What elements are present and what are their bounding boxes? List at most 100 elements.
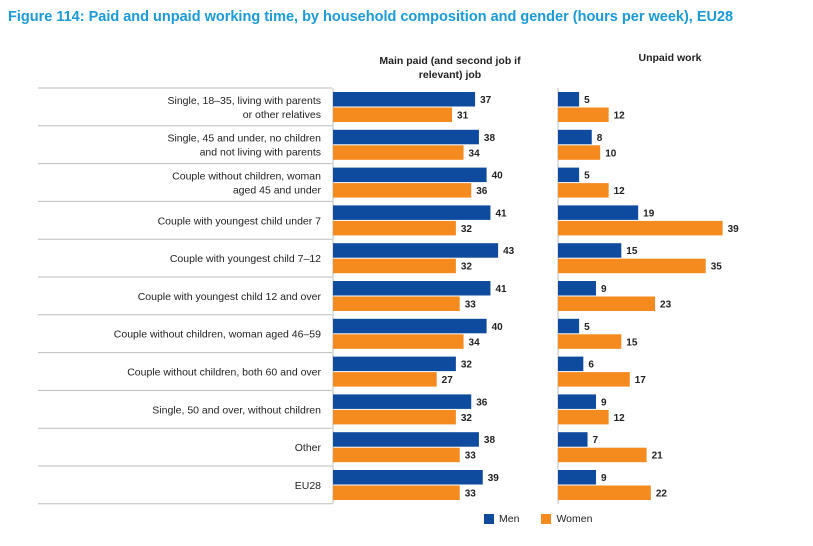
unpaid-value-label-women: 12 [614,186,626,197]
paid-bar-women [333,485,460,500]
legend-label-women: Women [556,513,593,525]
paid-bar-men [333,394,472,409]
unpaid-value-label-women: 15 [626,337,638,348]
unpaid-value-label-men: 8 [597,133,603,144]
unpaid-bar-women [558,258,706,274]
paid-value-label-men: 37 [480,95,492,106]
category-label: Couple without children, woman [172,171,321,183]
unpaid-work-panel-title: Unpaid work [638,52,702,64]
legend-swatch-men [484,514,494,524]
paid-bar-women [333,447,460,463]
unpaid-value-label-men: 15 [626,246,638,257]
paid-value-label-men: 32 [461,360,473,371]
unpaid-bar-women [558,183,609,198]
paid-bar-men [333,167,487,183]
unpaid-bar-men [558,167,580,183]
unpaid-bar-women [558,145,601,160]
category-label: EU28 [295,480,321,492]
unpaid-bar-women [558,485,651,500]
paid-value-label-women: 32 [461,413,473,424]
category-label: Couple with youngest child 7–12 [170,253,321,265]
category-label: Single, 50 and over, without children [152,404,321,416]
unpaid-bar-men [558,129,592,145]
unpaid-value-label-men: 6 [588,360,594,371]
unpaid-bar-men [558,205,639,220]
paid-value-label-women: 36 [476,186,488,197]
paid-bar-women [333,334,464,349]
unpaid-value-label-women: 22 [656,489,668,500]
unpaid-bar-men [558,470,596,485]
legend-item-women: Women [541,513,592,525]
unpaid-bar-women [558,334,622,349]
legend-label-men: Men [499,513,520,525]
category-label: or other relatives [243,109,321,121]
unpaid-value-label-men: 7 [593,435,599,446]
paid-value-label-men: 38 [484,435,496,446]
paid-value-label-women: 32 [461,224,473,235]
paid-bar-men [333,281,491,296]
paid-value-label-men: 40 [492,171,504,182]
unpaid-value-label-women: 12 [614,111,626,122]
paid-value-label-women: 27 [442,375,454,386]
paid-bar-women [333,220,456,236]
paid-value-label-women: 31 [457,111,469,122]
unpaid-value-label-women: 35 [711,262,723,273]
unpaid-bar-women [558,296,656,311]
unpaid-value-label-men: 9 [601,397,607,408]
paid-bar-women [333,145,464,160]
paid-bar-men [333,205,491,220]
unpaid-bar-men [558,394,596,409]
unpaid-value-label-men: 19 [643,208,655,219]
category-label: Other [295,442,322,454]
unpaid-value-label-men: 9 [601,284,607,295]
paid-value-label-men: 39 [488,473,500,484]
unpaid-bar-women [558,372,630,387]
paid-value-label-men: 41 [495,284,507,295]
paid-value-label-women: 33 [465,451,477,462]
category-label: and not living with parents [200,147,321,159]
unpaid-bar-men [558,92,580,107]
legend-item-men: Men [484,513,519,525]
unpaid-value-label-men: 9 [601,473,607,484]
paid-bar-men [333,129,479,145]
unpaid-bar-women [558,220,723,236]
unpaid-bar-men [558,318,580,334]
paid-value-label-men: 43 [503,246,515,257]
unpaid-value-label-men: 5 [584,171,590,182]
unpaid-bar-men [558,356,584,372]
unpaid-bar-men [558,432,588,447]
paid-bar-men [333,432,479,447]
paid-bar-women [333,296,460,311]
paid-value-label-men: 38 [484,133,496,144]
unpaid-value-label-women: 23 [660,300,672,311]
paid-bar-men [333,318,487,334]
paid-value-label-women: 33 [465,489,477,500]
paid-bar-men [333,470,483,485]
unpaid-value-label-men: 5 [584,322,590,333]
unpaid-value-label-women: 10 [605,148,617,159]
category-label: Single, 45 and under, no children [167,133,321,145]
unpaid-bar-women [558,107,609,122]
paid-value-label-women: 34 [469,337,481,348]
paid-bar-men [333,92,476,107]
paid-bar-women [333,258,456,274]
paid-value-label-men: 40 [492,322,504,333]
category-label: Couple without children, both 60 and ove… [127,367,321,379]
unpaid-value-label-women: 21 [652,451,664,462]
chart-title: Figure 114: Paid and unpaid working time… [8,9,734,25]
unpaid-value-label-women: 17 [635,375,647,386]
category-label: aged 45 and under [233,185,322,197]
unpaid-value-label-men: 5 [584,95,590,106]
paid-work-panel-title: Main paid (and second job if relevant) j… [379,55,521,81]
paid-value-label-women: 32 [461,262,473,273]
paid-value-label-men: 36 [476,397,488,408]
paid-bar-men [333,243,499,258]
paid-bar-women [333,183,472,198]
unpaid-value-label-women: 12 [614,413,626,424]
unpaid-bar-men [558,243,622,258]
unpaid-bar-women [558,447,647,463]
unpaid-bar-men [558,281,596,296]
paid-bar-women [333,409,456,425]
paid-bar-women [333,372,437,387]
